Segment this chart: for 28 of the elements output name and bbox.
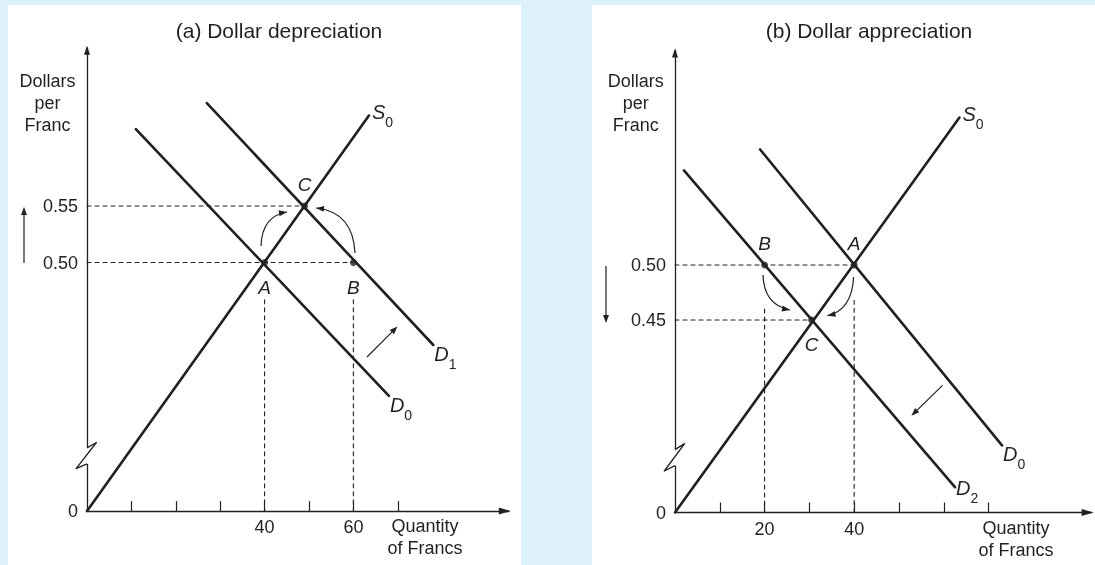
series-label: S$_{0}$ bbox=[371, 100, 394, 130]
chart-title: (b) Dollar appreciation bbox=[765, 19, 973, 42]
x-tick-label: 40 bbox=[254, 517, 275, 538]
series-label: D$_{0}$ bbox=[1003, 443, 1026, 473]
y-axis-title: Dollars per Franc bbox=[18, 70, 77, 136]
y-tick-label: 0.45 bbox=[630, 310, 666, 330]
x-tick-label: 40 bbox=[844, 518, 865, 539]
x-axis-title: Quantity of Francs bbox=[386, 515, 464, 559]
y-tick-label: 0.50 bbox=[42, 252, 78, 273]
annotation: B bbox=[347, 276, 361, 298]
series-label: D$_{1}$ bbox=[434, 342, 457, 372]
series-label: D$_{0}$ bbox=[389, 393, 413, 423]
chart-title: (a) Dollar depreciation bbox=[175, 19, 383, 42]
y-tick-label: 0.50 bbox=[630, 255, 666, 275]
annotation: A bbox=[257, 276, 271, 298]
y-axis-title: Dollars per Franc bbox=[606, 70, 665, 136]
series-label: S$_{0}$ bbox=[962, 102, 984, 132]
y-tick-label: 0 bbox=[67, 501, 78, 522]
y-tick-label: 0.55 bbox=[42, 196, 78, 216]
annotation: C bbox=[297, 174, 312, 195]
x-axis-title: Quantity of Francs bbox=[977, 517, 1055, 561]
y-tick-label: 0 bbox=[655, 502, 666, 523]
series-label: D$_{2}$ bbox=[955, 476, 979, 506]
annotation: B bbox=[758, 233, 772, 254]
annotation: C bbox=[804, 334, 819, 355]
x-tick-label: 60 bbox=[343, 517, 364, 538]
x-tick-label: 20 bbox=[754, 518, 775, 539]
annotation: A bbox=[846, 233, 861, 254]
